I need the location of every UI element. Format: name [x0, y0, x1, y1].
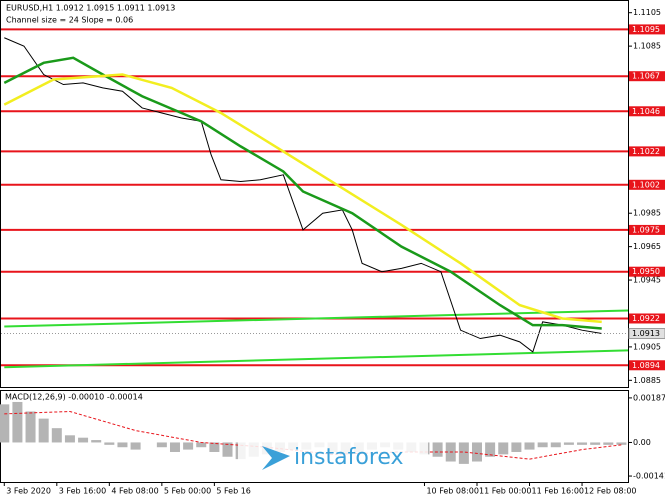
macd-bar [432, 442, 443, 457]
macd-bar [0, 404, 10, 443]
level-label: 1.1022 [632, 147, 660, 156]
macd-bar [12, 401, 23, 443]
macd-bar [91, 440, 102, 443]
level-label-box [629, 24, 665, 35]
macd-bar [603, 442, 614, 445]
macd-bar [471, 442, 482, 462]
x-tick-label: 3 Feb 2020 [6, 487, 51, 496]
level-label: 1.0922 [632, 314, 660, 323]
x-tick-label: 3 Feb 16:00 [59, 487, 106, 496]
level-label-box [629, 71, 665, 82]
chart-title: EURUSD,H1 1.0912 1.0915 1.0911 1.0913 [6, 4, 175, 13]
y-tick-label: 1.0985 [633, 209, 661, 218]
chart-subtitle: Channel size = 24 Slope = 0.06 [6, 16, 133, 25]
level-label-box [629, 106, 665, 117]
level-label: 1.0950 [632, 267, 660, 276]
macd-bar [498, 442, 509, 455]
y-tick-label: 0.00187 [633, 393, 665, 402]
macd-bar [64, 435, 75, 443]
watermark-logo [262, 446, 290, 470]
macd-bar [209, 442, 220, 452]
macd-bar [169, 442, 180, 452]
x-tick-label: 11 Feb 16:00 [532, 487, 584, 496]
level-label: 1.1002 [632, 180, 660, 189]
level-label-box [629, 179, 665, 190]
macd-bar [38, 418, 49, 443]
x-tick-label: 11 Feb 00:00 [479, 487, 531, 496]
macd-bar [537, 442, 548, 448]
macd-bar [458, 442, 469, 464]
level-label-box [629, 313, 665, 324]
watermark: instaforex [294, 445, 404, 470]
level-label-box [629, 146, 665, 157]
macd-bar [156, 442, 167, 448]
watermark-bg [238, 438, 428, 478]
channel-line [4, 309, 629, 328]
macd-bar [130, 442, 141, 450]
level-label-box [629, 224, 665, 235]
y-tick-label: 1.1085 [633, 42, 661, 51]
macd-bar [196, 442, 207, 448]
price-line [4, 37, 602, 353]
main-panel [0, 0, 629, 388]
level-label-box [629, 266, 665, 277]
x-tick-label: 4 Feb 08:00 [111, 487, 158, 496]
x-tick-label: 10 Feb 08:00 [426, 487, 478, 496]
y-tick-label: 1.1105 [633, 8, 661, 17]
macd-title: MACD(12,26,9) -0.00010 -0.00014 [5, 393, 143, 402]
macd-bar [222, 442, 233, 457]
level-label: 1.1095 [632, 25, 660, 34]
moving-average [3, 73, 602, 324]
macd-bar [25, 411, 36, 443]
macd-bar [117, 442, 128, 448]
y-tick-label: 1.0905 [633, 342, 661, 351]
level-label: 1.0975 [632, 225, 660, 234]
level-label-box [629, 360, 665, 371]
y-tick-label: 1.0945 [633, 276, 661, 285]
macd-bar [590, 442, 601, 445]
macd-bar [104, 442, 115, 445]
current-price-label: 1.0913 [632, 329, 660, 338]
macd-bar [183, 442, 194, 450]
macd-bar [563, 442, 574, 445]
macd-bar [550, 442, 561, 448]
moving-average [3, 56, 602, 330]
channel-line [4, 349, 629, 369]
macd-bar [78, 437, 89, 443]
macd-bar [485, 442, 496, 457]
y-tick-label: 1.0965 [633, 242, 661, 251]
y-tick-label: 0.00 [633, 438, 651, 447]
x-tick-label: 12 Feb 08:00 [584, 487, 636, 496]
level-label: 1.1067 [632, 72, 660, 81]
level-label: 1.1046 [632, 107, 660, 116]
y-tick-label: 1.0885 [633, 376, 661, 385]
macd-bar [616, 442, 627, 445]
x-tick-label: 5 Feb 00:00 [164, 487, 211, 496]
macd-bar [524, 442, 535, 450]
level-label: 1.0894 [632, 361, 660, 370]
x-tick-label: 5 Feb 16 [216, 487, 251, 496]
macd-bar [511, 442, 522, 452]
current-price-box [628, 328, 665, 340]
macd-bar [577, 442, 588, 445]
macd-bar [51, 428, 62, 443]
